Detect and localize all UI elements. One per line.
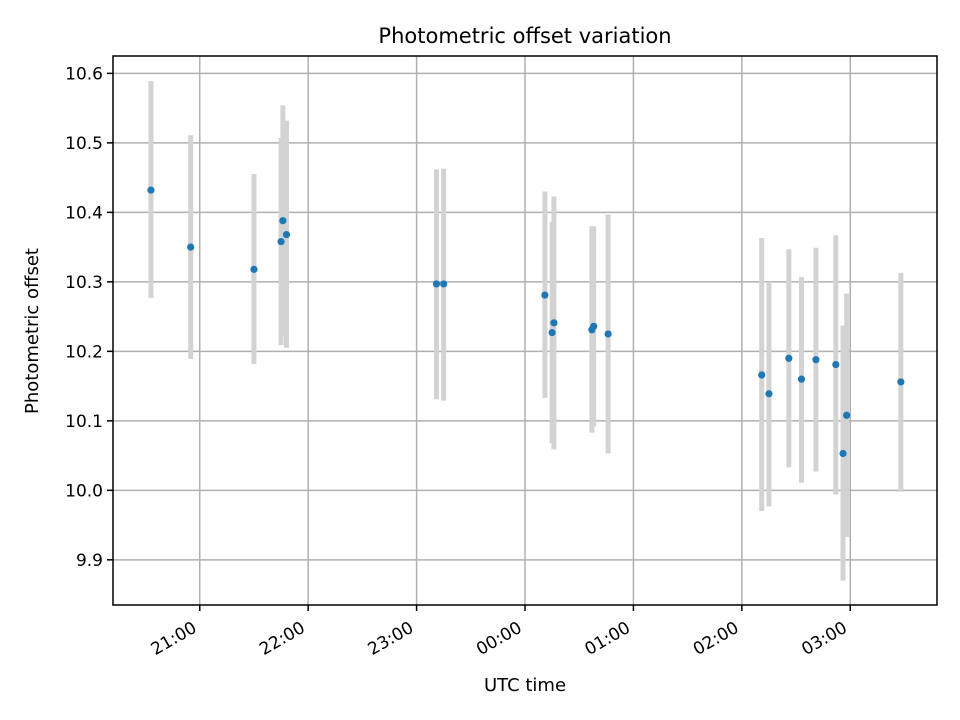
data-point — [187, 243, 195, 251]
x-tick-label: 23:00 — [365, 618, 417, 660]
data-point — [282, 230, 291, 239]
x-tick-label: 00:00 — [473, 618, 525, 660]
y-tick-label: 10.5 — [65, 134, 103, 154]
chart-title: Photometric offset variation — [378, 24, 671, 48]
data-point — [550, 319, 558, 327]
data-point — [279, 217, 287, 225]
y-tick-label: 10.3 — [65, 273, 103, 293]
data-point — [765, 390, 773, 398]
data-point — [604, 330, 612, 338]
y-tick-label: 10.0 — [65, 481, 103, 501]
gridlines — [113, 56, 937, 605]
data-point — [839, 449, 847, 458]
y-tick-label: 9.9 — [76, 551, 103, 571]
x-tick-label: 03:00 — [798, 618, 850, 660]
x-axis-label: UTC time — [484, 675, 566, 696]
data-point — [541, 291, 549, 299]
data-point — [548, 328, 556, 337]
data-point — [812, 356, 820, 364]
data-points — [147, 186, 905, 458]
y-tick-label: 10.4 — [65, 203, 103, 223]
data-point — [897, 378, 905, 386]
x-tick-label: 22:00 — [256, 618, 308, 660]
data-point — [758, 371, 766, 379]
x-tick-label: 02:00 — [690, 618, 742, 660]
data-point — [590, 322, 598, 330]
x-tick-label: 01:00 — [581, 618, 633, 660]
data-point — [843, 411, 851, 419]
data-point — [797, 375, 806, 383]
y-tick-label: 10.6 — [65, 64, 103, 84]
data-point — [432, 280, 441, 288]
data-point — [832, 360, 840, 369]
data-point — [785, 354, 793, 362]
y-tick-label: 10.2 — [65, 342, 103, 362]
data-point — [147, 186, 155, 194]
y-axis-label: Photometric offset — [22, 248, 43, 414]
x-tick-label: 21:00 — [148, 618, 200, 660]
data-point — [277, 237, 285, 246]
y-axis-ticks: 9.9 10.0 10.1 10.2 10.3 10.4 10.5 10.6 — [65, 64, 113, 571]
x-axis-ticks: 21:00 22:00 23:00 00:00 01:00 02:00 03:00 — [148, 605, 852, 660]
data-point — [440, 280, 448, 288]
error-bars — [148, 81, 904, 581]
y-tick-label: 10.1 — [65, 412, 103, 432]
data-point — [250, 265, 258, 273]
